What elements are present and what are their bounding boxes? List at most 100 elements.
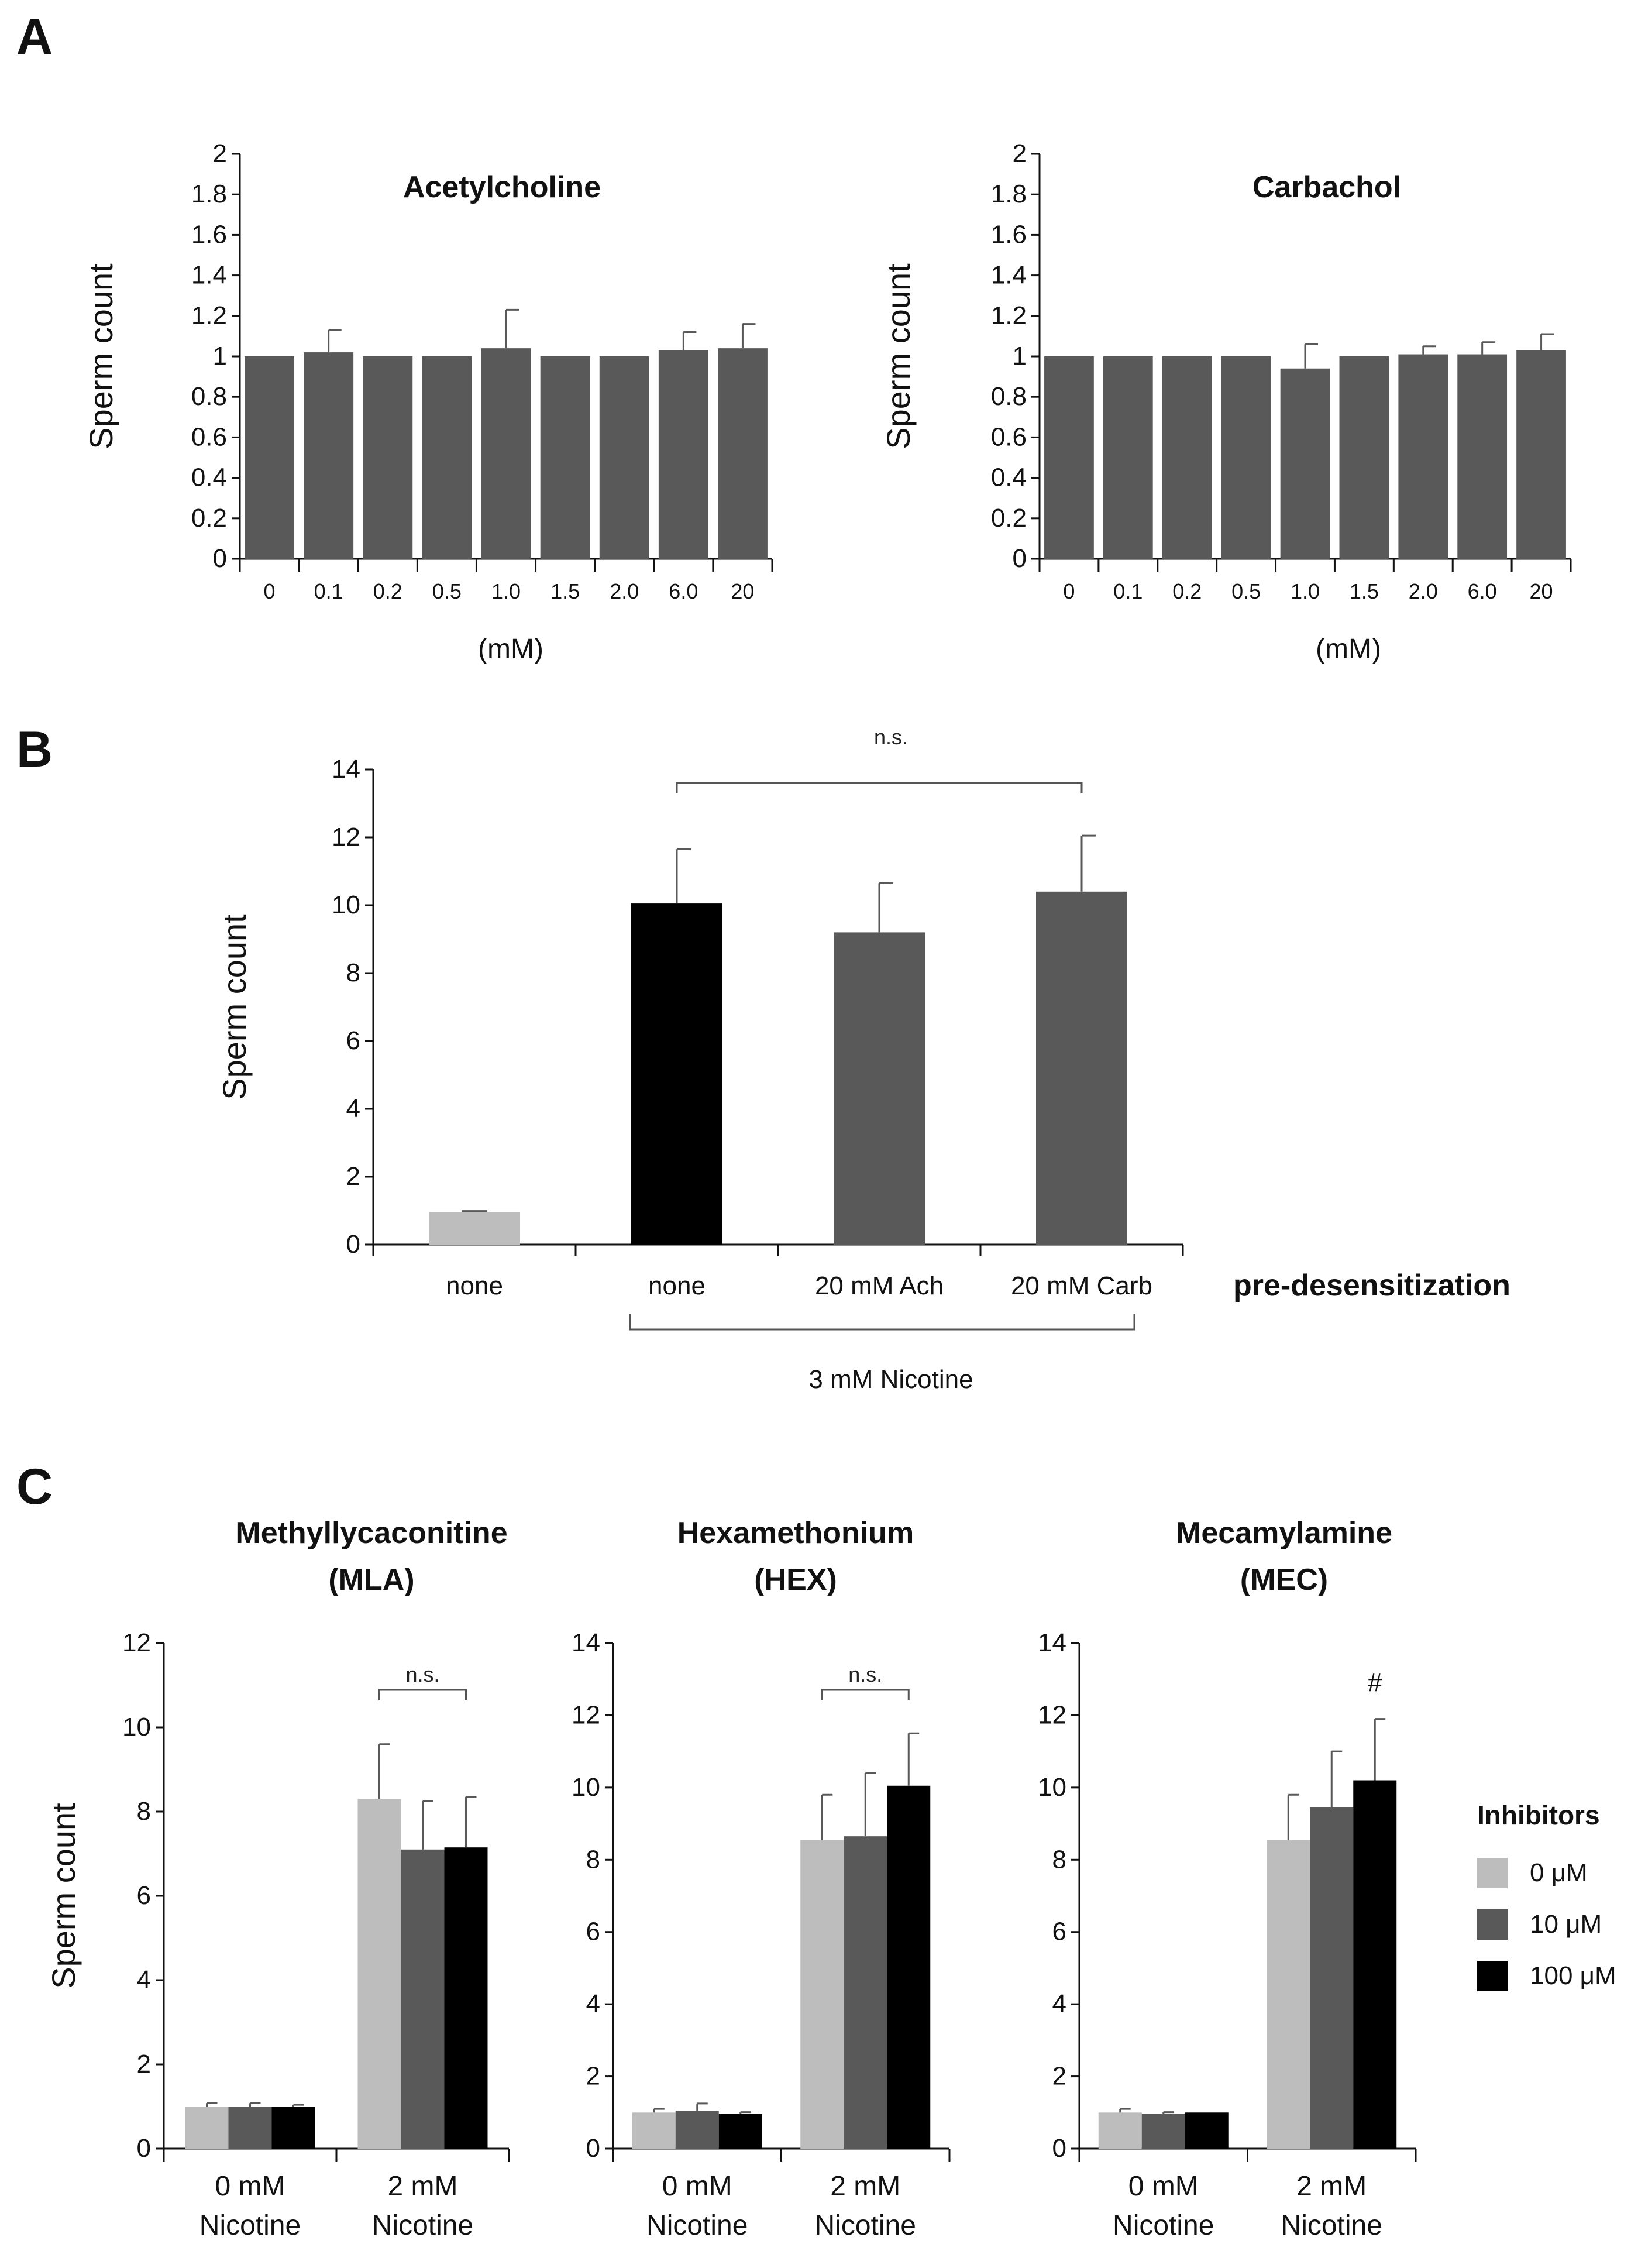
- legend-label: 100 μM: [1530, 1961, 1616, 1990]
- y-axis-label: Sperm count: [45, 1803, 82, 1989]
- bar-dark: [1310, 1807, 1354, 2149]
- y-tick-label: 4: [1052, 1989, 1066, 2018]
- y-axis-label: Sperm count: [880, 263, 917, 449]
- chart-acetylcholine: Acetylcholine Sperm count 0 0.2 0.4 0.6 0.8 1 1.…: [82, 139, 773, 665]
- x-group-label-line1: 2 mM: [830, 2171, 900, 2202]
- chart-title-line1: Hexamethonium: [677, 1516, 914, 1550]
- y-tick-label: 14: [1038, 1628, 1066, 1657]
- x-group-label-line2: Nicotine: [815, 2210, 916, 2241]
- legend-label: 0 μM: [1530, 1858, 1588, 1887]
- legend-swatch-light: [1477, 1858, 1508, 1888]
- y-tick-label: 1.2: [191, 301, 227, 330]
- y-tick-label: 1.8: [991, 180, 1027, 208]
- bar-light: [632, 2112, 676, 2149]
- y-tick-label: 2: [137, 2050, 151, 2078]
- bar: [540, 356, 590, 559]
- y-tick-label: 12: [572, 1700, 600, 1729]
- x-tick-label: 0.5: [1231, 579, 1261, 603]
- y-tick-label: 1: [213, 342, 227, 370]
- bar-black: [1185, 2112, 1228, 2149]
- x-group-label-line1: 2 mM: [388, 2171, 458, 2202]
- x-group-label-line2: Nicotine: [199, 2210, 301, 2241]
- significance-label: #: [1368, 1668, 1382, 1697]
- x-tick-label: 6.0: [1468, 579, 1497, 603]
- bar: [1398, 354, 1448, 559]
- bar: [1103, 356, 1153, 559]
- chart-title-line2: (HEX): [754, 1563, 837, 1597]
- y-tick-label: 4: [346, 1094, 360, 1123]
- bar: [658, 350, 708, 559]
- bar: [304, 352, 354, 559]
- chart-hex: Hexamethonium (HEX) 0 2 4 6 8 10 12 14 0 mM Nicotin…: [572, 1516, 951, 2241]
- chart-title-line2: (MLA): [328, 1563, 414, 1597]
- group-label: 3 mM Nicotine: [808, 1365, 973, 1394]
- bar-light: [357, 1799, 401, 2149]
- x-tick-label: none: [446, 1272, 503, 1300]
- y-tick-label: 0: [586, 2134, 600, 2163]
- y-tick-label: 10: [332, 891, 360, 919]
- y-tick-label: 1.4: [191, 261, 227, 290]
- chart-title-line1: Mecamylamine: [1176, 1516, 1392, 1550]
- bar: [1457, 354, 1508, 559]
- significance-label: n.s.: [848, 1662, 882, 1686]
- group-bracket: [629, 1314, 1135, 1331]
- y-tick-label: 8: [1052, 1845, 1066, 1874]
- bar: [834, 932, 925, 1245]
- x-tick-label: 2.0: [1409, 579, 1438, 603]
- legend-label: 10 μM: [1530, 1910, 1602, 1939]
- y-tick-label: 0: [346, 1230, 360, 1259]
- chart-title-line1: Methyllycaconitine: [235, 1516, 507, 1550]
- x-tick-label: 20: [731, 579, 754, 603]
- y-tick-label: 1.6: [991, 220, 1027, 249]
- x-group-label-line2: Nicotine: [1113, 2210, 1214, 2241]
- y-tick-label: 2: [1013, 139, 1027, 168]
- legend-title: Inhibitors: [1477, 1800, 1600, 1830]
- bar: [599, 356, 649, 559]
- x-group-label-line1: 2 mM: [1296, 2171, 1367, 2202]
- x-tick-label: 0.2: [1172, 579, 1202, 603]
- x-tick-label: 20 mM Carb: [1011, 1272, 1152, 1300]
- y-tick-label: 1.4: [991, 261, 1027, 290]
- x-group-label-line1: 0 mM: [215, 2171, 285, 2202]
- panel-label-c: C: [16, 1459, 53, 1515]
- bar-black: [887, 1785, 931, 2149]
- y-tick-label: 0: [213, 544, 227, 573]
- chart-mla: Methyllycaconitine (MLA) Sperm count 0 2 4 6 8 1…: [45, 1516, 510, 2241]
- significance-bracket: [821, 1689, 910, 1700]
- y-axis-label: Sperm count: [82, 263, 119, 449]
- x-tick-label: 20: [1530, 579, 1553, 603]
- legend-swatch-dark: [1477, 1909, 1508, 1940]
- y-tick-label: 0.6: [991, 422, 1027, 451]
- y-tick-label: 14: [332, 755, 360, 784]
- x-tick-label: 0.1: [314, 579, 343, 603]
- bar: [1280, 368, 1330, 559]
- chart-carbachol: Carbachol Sperm count 0 0.2 0.4 0.6 0.8 1 1.2 1.4…: [880, 139, 1572, 665]
- chart-title: Carbachol: [1252, 170, 1401, 204]
- x-axis-label: (mM): [478, 634, 543, 665]
- y-tick-label: 0.8: [191, 382, 227, 411]
- bar: [631, 903, 722, 1245]
- x-tick-label: 0: [264, 579, 276, 603]
- x-tick-label: 2.0: [610, 579, 639, 603]
- significance-bracket: [676, 782, 1083, 793]
- bar-dark: [675, 2111, 719, 2149]
- y-tick-label: 0: [1052, 2134, 1066, 2163]
- y-tick-label: 6: [346, 1026, 360, 1055]
- y-tick-label: 4: [137, 1965, 151, 1994]
- bar-light: [185, 2107, 229, 2149]
- bar-light: [1267, 1840, 1310, 2149]
- bar-dark: [844, 1836, 887, 2149]
- y-tick-label: 8: [346, 958, 360, 987]
- chart-pre-desensitization: Sperm count 0 2 4 6 8 10 12 14 none none 20 mM Ach 2…: [216, 725, 1510, 1394]
- x-tick-label: 1.5: [1350, 579, 1379, 603]
- y-tick-label: 0: [137, 2134, 151, 2163]
- bar: [422, 356, 472, 559]
- y-tick-label: 0.2: [191, 504, 227, 532]
- legend-swatch-black: [1477, 1961, 1508, 1991]
- y-tick-label: 12: [1038, 1700, 1066, 1729]
- bar: [1516, 350, 1566, 559]
- y-tick-label: 1.6: [191, 220, 227, 249]
- x-tick-label: 20 mM Ach: [815, 1272, 944, 1300]
- y-tick-label: 12: [122, 1628, 151, 1657]
